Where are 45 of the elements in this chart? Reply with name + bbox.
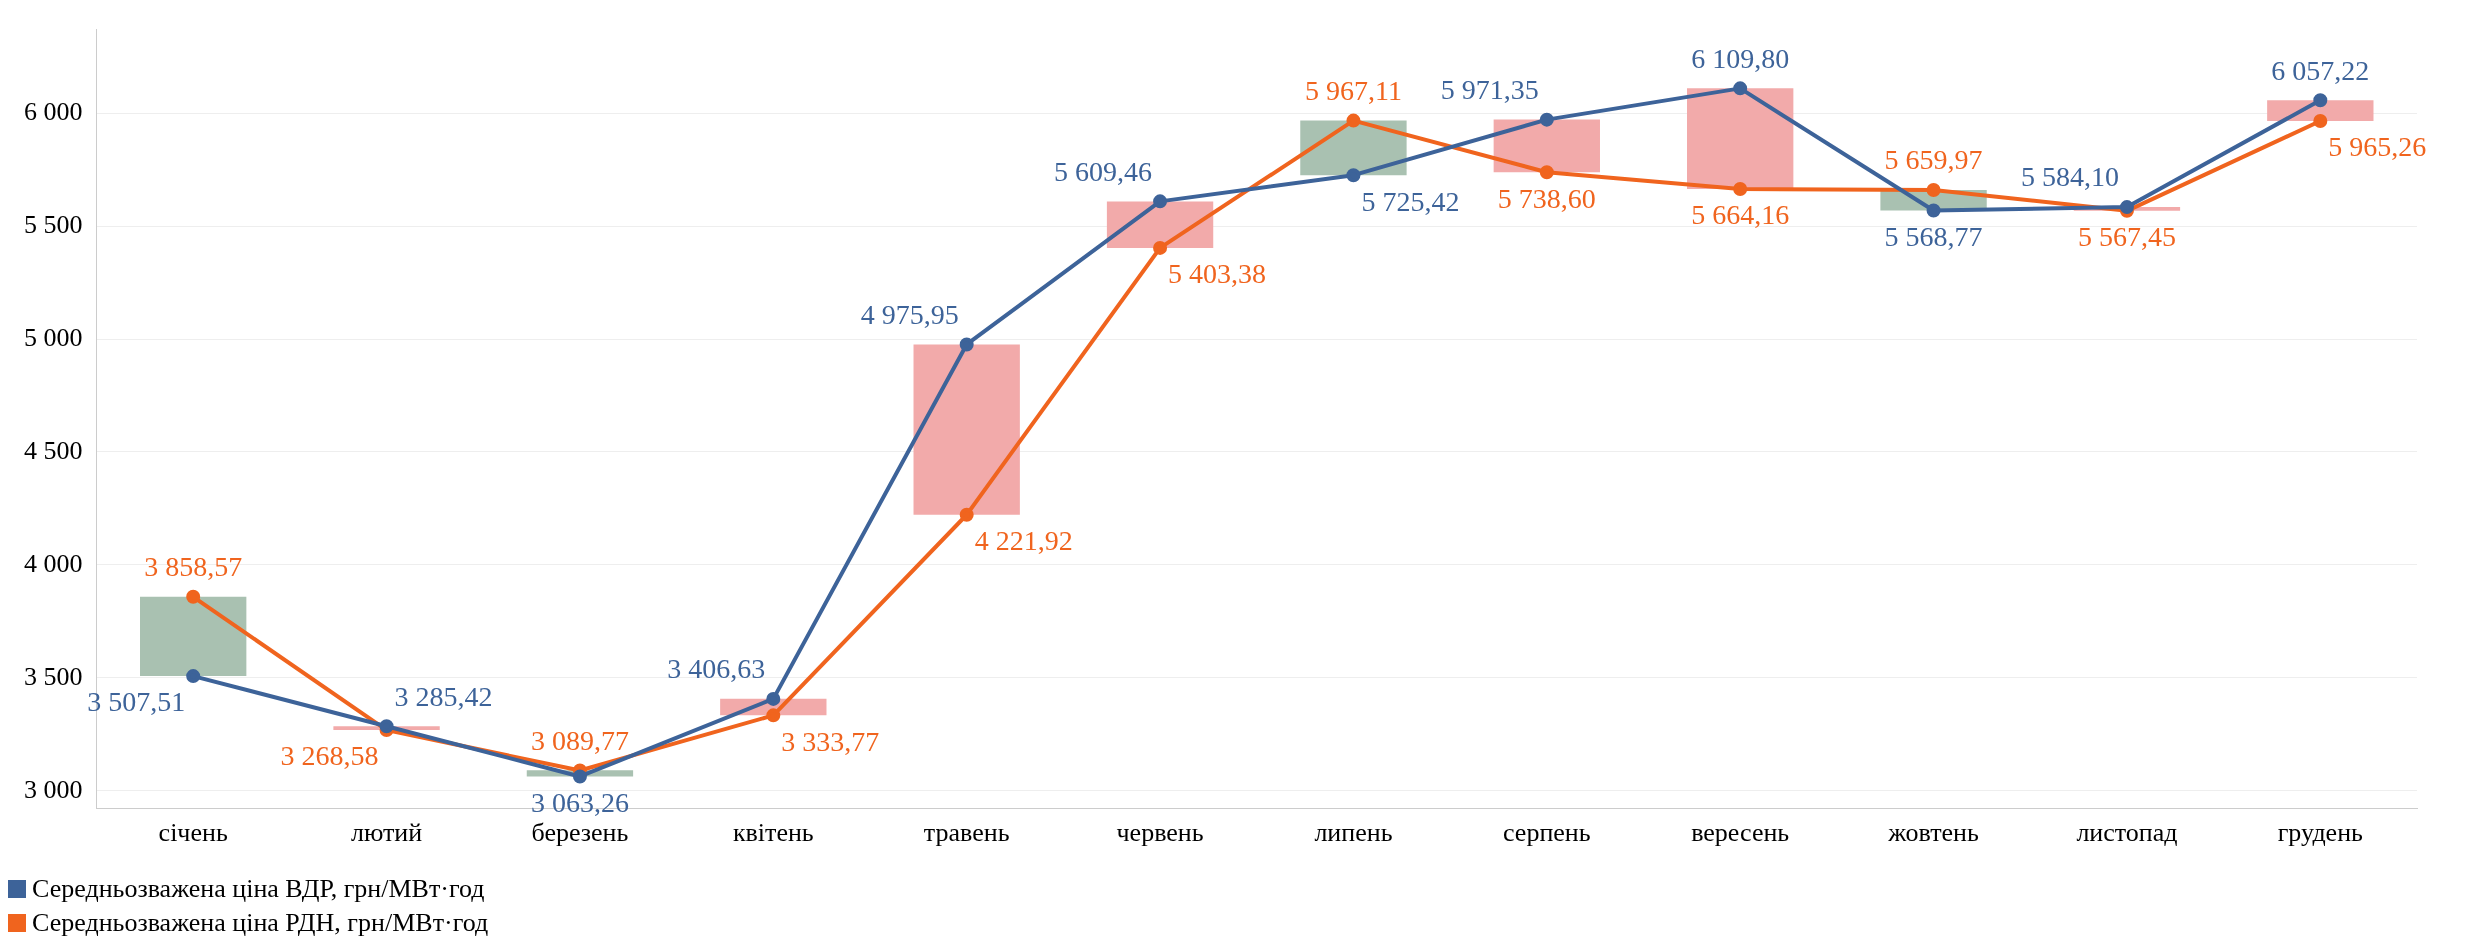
y-tick-label: 3 000 [24, 774, 83, 804]
data-label: 3 333,77 [781, 725, 880, 757]
data-label: 5 971,35 [1440, 74, 1539, 105]
x-tick-label: квітень [732, 818, 814, 848]
data-label: 5 567,45 [2077, 221, 2176, 253]
x-tick-label: жовтень [1887, 818, 1980, 848]
x-tick-label: серпень [1503, 818, 1591, 848]
data-label: 5 403,38 [1168, 258, 1267, 290]
x-tick-label: лютий [350, 818, 423, 848]
legend-label: Середньозважена ціна ВДР, грн/МВт·год [32, 874, 485, 904]
data-label: 3 406,63 [667, 653, 766, 685]
data-label: 5 664,16 [1691, 199, 1790, 231]
legend-label: Середньозважена ціна РДН, грн/МВт·год [32, 908, 489, 938]
x-tick-label: липень [1314, 818, 1393, 848]
y-tick-label: 3 500 [24, 661, 83, 691]
y-tick-label: 5 000 [24, 322, 83, 352]
y-tick-label: 5 500 [24, 209, 83, 239]
y-tick-label: 4 000 [24, 548, 83, 578]
x-tick-label: листопад [2076, 818, 2178, 848]
y-tick-label: 4 500 [24, 435, 83, 465]
data-label: 6 057,22 [2271, 54, 2370, 86]
data-label: 5 584,10 [2020, 161, 2119, 193]
data-label: 5 965,26 [2328, 131, 2427, 163]
x-tick-label: березень [531, 818, 629, 848]
x-tick-label: січень [158, 818, 228, 848]
x-tick-label: вересень [1691, 818, 1790, 848]
data-label: 3 089,77 [530, 724, 629, 756]
data-label: 3 063,26 [530, 786, 629, 818]
data-label: 4 221,92 [974, 525, 1073, 557]
data-label: 3 268,58 [280, 740, 379, 772]
data-label: 5 967,11 [1304, 74, 1402, 106]
y-tick-label: 6 000 [24, 96, 83, 126]
data-label: 3 858,57 [144, 551, 243, 583]
x-tick-label: грудень [2277, 818, 2364, 848]
x-tick-label: червень [1116, 818, 1204, 848]
data-label: 3 285,42 [394, 680, 493, 712]
data-label: 5 659,97 [1884, 144, 1983, 176]
data-label: 6 109,80 [1691, 42, 1790, 74]
data-label: 5 568,77 [1884, 220, 1983, 252]
data-label: 4 975,95 [860, 298, 959, 330]
data-label: 5 609,46 [1054, 155, 1153, 187]
data-label: 5 738,60 [1497, 182, 1596, 214]
data-label: 5 725,42 [1361, 185, 1460, 217]
data-label: 3 507,51 [87, 686, 186, 718]
x-tick-label: травень [923, 818, 1010, 848]
